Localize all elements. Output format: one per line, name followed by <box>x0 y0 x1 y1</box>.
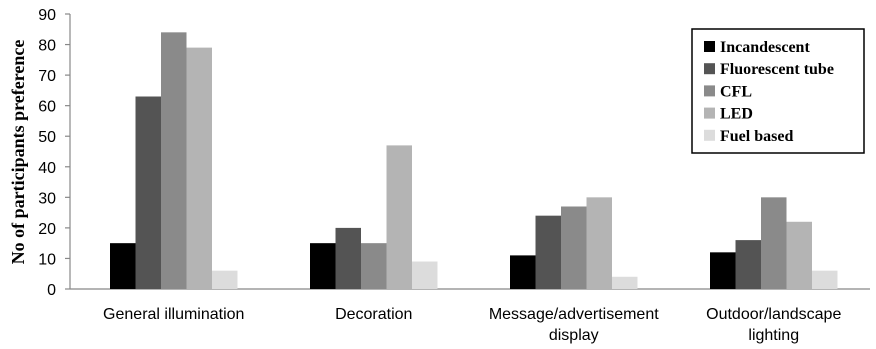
y-axis-label-group: No of participants preference <box>8 40 28 265</box>
legend-swatch <box>704 63 715 75</box>
x-tick-label: lighting <box>748 327 799 344</box>
bar-led-0 <box>186 47 212 289</box>
x-tick-label: Message/advertisement <box>489 306 659 323</box>
y-tick-label: 10 <box>38 251 56 268</box>
legend-label: Incandescent <box>720 39 810 56</box>
bar-fluorescent-tube-3 <box>735 240 761 289</box>
legend-label: Fuel based <box>720 128 793 145</box>
legend-swatch <box>704 129 715 141</box>
x-tick-label: Outdoor/landscape <box>706 306 841 323</box>
legend: Incandescent Fluorescent tube CFL LED Fuel b… <box>691 28 865 154</box>
bar-led-2 <box>586 197 612 289</box>
bar-fluorescent-tube-2 <box>535 215 561 289</box>
legend-label: LED <box>720 106 753 123</box>
bar-cfl-1 <box>361 243 387 289</box>
y-tick-label: 60 <box>38 99 56 116</box>
y-tick-label: 80 <box>38 38 56 55</box>
x-axis-ticks: General illumination Decoration Message/ad… <box>103 306 841 344</box>
bar-fuel-based-2 <box>612 276 638 289</box>
y-tick-label: 20 <box>38 221 56 238</box>
y-tick-label: 0 <box>47 282 56 299</box>
y-tick-label: 40 <box>38 160 56 177</box>
bar-incandescent-0 <box>110 243 136 289</box>
legend-label: Fluorescent tube <box>720 61 834 78</box>
bar-led-1 <box>386 145 412 289</box>
y-tick-label: 50 <box>38 129 56 146</box>
legend-swatch <box>704 85 715 97</box>
x-tick-label: General illumination <box>103 306 244 323</box>
bar-incandescent-2 <box>510 255 536 289</box>
bar-cfl-3 <box>761 197 787 289</box>
x-tick-label: display <box>549 327 599 344</box>
legend-swatch <box>704 107 715 119</box>
bar-fluorescent-tube-0 <box>135 96 161 289</box>
bar-cfl-2 <box>561 206 587 289</box>
y-axis-label: No of participants preference <box>8 40 28 265</box>
bar-fluorescent-tube-1 <box>335 227 361 289</box>
bar-led-3 <box>786 221 812 289</box>
bar-incandescent-1 <box>310 243 336 289</box>
bar-fuel-based-1 <box>412 261 438 289</box>
legend-label: CFL <box>720 83 752 100</box>
legend-swatch <box>704 41 715 52</box>
y-tick-label: 30 <box>38 190 56 207</box>
y-tick-label: 90 <box>38 7 56 24</box>
y-axis-ticks: 0 10 20 30 40 50 60 70 80 90 <box>38 7 70 299</box>
bar-cfl-0 <box>161 32 187 289</box>
legend-box <box>691 28 865 154</box>
bar-incandescent-3 <box>710 252 736 289</box>
bar-fuel-based-3 <box>812 270 838 289</box>
bars <box>110 32 838 289</box>
bar-fuel-based-0 <box>212 270 238 289</box>
y-tick-label: 70 <box>38 68 56 85</box>
x-tick-label: Decoration <box>335 306 412 323</box>
